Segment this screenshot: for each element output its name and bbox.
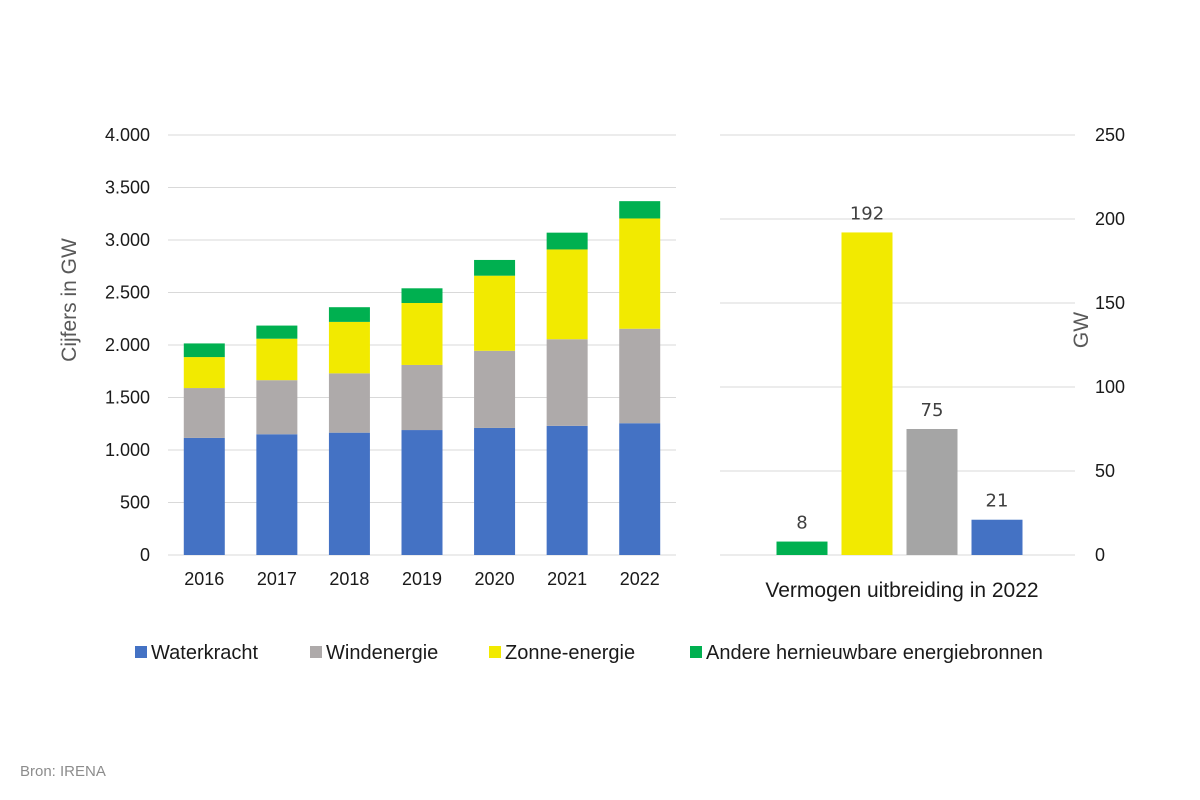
right-x-axis-title: Vermogen uitbreiding in 2022 <box>765 579 1038 602</box>
legend-label: Windenergie <box>326 642 438 664</box>
right-y-tick-label: 50 <box>1095 461 1115 481</box>
bar-windenergie-2016 <box>183 388 225 438</box>
left-y-axis-title: Cijfers in GW <box>58 238 81 362</box>
right-bar-21 <box>971 519 1023 555</box>
bar-zonne-energie-2016 <box>183 357 225 389</box>
right-y-tick-label: 100 <box>1095 377 1125 397</box>
bar-waterkracht-2016 <box>183 437 225 555</box>
bar-windenergie-2022 <box>619 328 661 424</box>
left-y-tick-label: 1.500 <box>105 388 150 408</box>
bar-waterkracht-2019 <box>401 430 443 555</box>
left-x-tick-labels: 2016 2017 2018 2019 2020 2021 2022 <box>184 569 659 589</box>
legend-label: Andere hernieuwbare energiebronnen <box>706 642 1043 664</box>
bar-andere-hernieuwbare-energiebronnen-2020 <box>474 259 516 276</box>
legend-item-andere-hernieuwbare-energiebronnen: Andere hernieuwbare energiebronnen <box>690 642 1043 664</box>
right-y-tick-label: 250 <box>1095 125 1125 145</box>
right-data-label: 21 <box>986 491 1009 512</box>
right-bar-75 <box>906 429 958 555</box>
left-stacked-bars <box>183 201 661 555</box>
right-bars <box>776 232 1023 555</box>
bar-windenergie-2021 <box>546 339 588 426</box>
left-x-tick-label: 2017 <box>257 569 297 589</box>
right-y-tick-labels: 0 50 100 150 200 250 <box>1095 125 1125 565</box>
right-y-tick-label: 0 <box>1095 545 1105 565</box>
left-y-tick-label: 0 <box>140 545 150 565</box>
left-x-tick-label: 2020 <box>475 569 515 589</box>
right-y-tick-label: 150 <box>1095 293 1125 313</box>
left-x-tick-label: 2021 <box>547 569 587 589</box>
bar-zonne-energie-2018 <box>328 321 370 374</box>
legend-item-zonne-energie: Zonne-energie <box>489 642 635 664</box>
bar-andere-hernieuwbare-energiebronnen-2019 <box>401 288 443 303</box>
legend-item-waterkracht: Waterkracht <box>135 642 259 664</box>
bar-zonne-energie-2022 <box>619 218 661 329</box>
legend-item-windenergie: Windenergie <box>310 642 438 664</box>
bar-waterkracht-2022 <box>619 423 661 555</box>
bar-waterkracht-2018 <box>328 432 370 555</box>
left-y-tick-label: 4.000 <box>105 125 150 145</box>
legend-label: Waterkracht <box>151 642 259 664</box>
bar-andere-hernieuwbare-energiebronnen-2022 <box>619 201 661 219</box>
legend-label: Zonne-energie <box>505 642 635 664</box>
bar-windenergie-2017 <box>256 380 298 435</box>
legend-swatch <box>310 646 322 658</box>
left-x-tick-label: 2018 <box>329 569 369 589</box>
right-bar-8 <box>776 541 828 555</box>
left-y-tick-labels: 0 500 1.000 1.500 2.000 2.500 3.000 3.500 4.000 <box>105 125 150 565</box>
left-y-tick-label: 1.000 <box>105 440 150 460</box>
left-y-tick-label: 3.500 <box>105 178 150 198</box>
right-data-label: 192 <box>850 203 884 224</box>
left-y-tick-label: 500 <box>120 493 150 513</box>
bar-andere-hernieuwbare-energiebronnen-2017 <box>256 325 298 339</box>
left-x-tick-label: 2016 <box>184 569 224 589</box>
bar-waterkracht-2021 <box>546 425 588 555</box>
left-y-tick-label: 2.500 <box>105 283 150 303</box>
source-note: Bron: IRENA <box>20 763 106 780</box>
left-x-tick-label: 2022 <box>620 569 660 589</box>
left-y-tick-label: 2.000 <box>105 335 150 355</box>
left-x-tick-label: 2019 <box>402 569 442 589</box>
bar-windenergie-2020 <box>474 350 516 428</box>
right-y-tick-label: 200 <box>1095 209 1125 229</box>
left-y-tick-label: 3.000 <box>105 230 150 250</box>
bar-andere-hernieuwbare-energiebronnen-2021 <box>546 232 588 250</box>
right-data-label: 75 <box>921 400 944 421</box>
legend-swatch <box>489 646 501 658</box>
right-gridlines <box>720 134 1075 556</box>
bar-andere-hernieuwbare-energiebronnen-2016 <box>183 343 225 358</box>
right-data-labels: 8 192 75 21 <box>796 203 1008 533</box>
right-data-label: 8 <box>796 513 807 534</box>
right-bar-192 <box>841 232 893 555</box>
bar-andere-hernieuwbare-energiebronnen-2018 <box>328 307 370 322</box>
bar-zonne-energie-2020 <box>474 275 516 351</box>
legend-swatch <box>690 646 702 658</box>
bar-zonne-energie-2021 <box>546 249 588 340</box>
right-y-axis-title: GW <box>1070 312 1093 348</box>
legend: Waterkracht Windenergie Zonne-energie Ander… <box>135 642 1043 664</box>
bar-windenergie-2018 <box>328 373 370 433</box>
bar-windenergie-2019 <box>401 364 443 431</box>
bar-zonne-energie-2019 <box>401 303 443 365</box>
legend-swatch <box>135 646 147 658</box>
bar-zonne-energie-2017 <box>256 338 298 381</box>
bar-waterkracht-2017 <box>256 434 298 555</box>
bar-waterkracht-2020 <box>474 427 516 555</box>
